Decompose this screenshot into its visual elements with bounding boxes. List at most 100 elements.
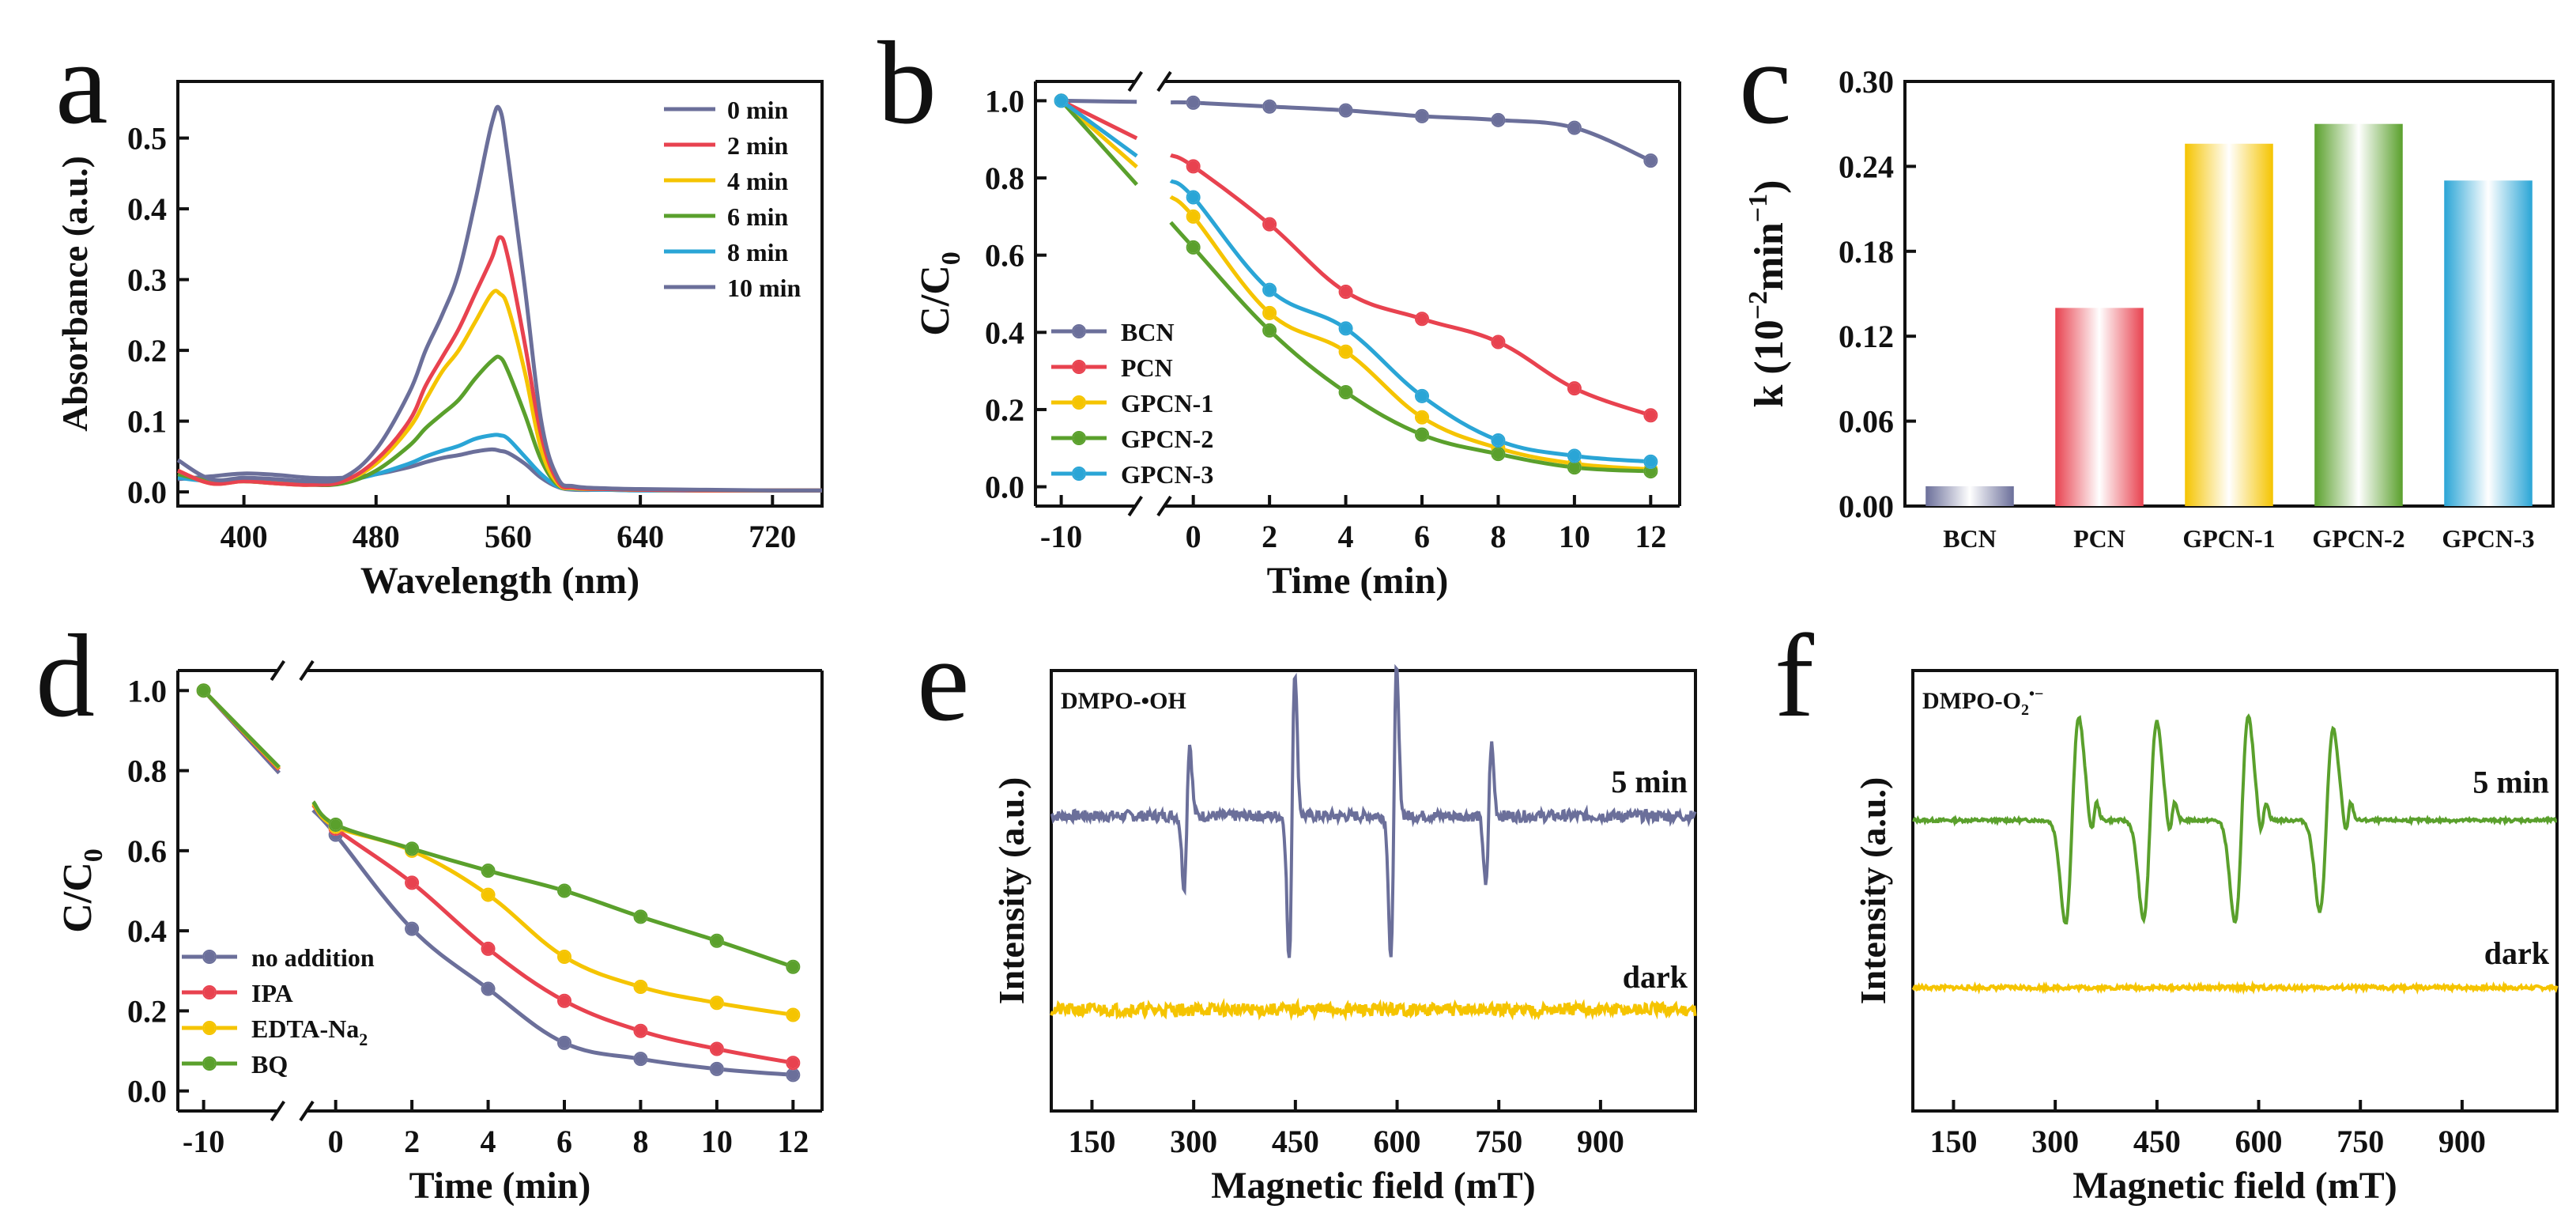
panel-letter-e: e: [917, 614, 970, 746]
panel-b-series-3: [1169, 221, 1651, 474]
panel-d-point-3-4-ring: [557, 883, 571, 898]
panel-b-xtick-7: 12: [1635, 519, 1666, 554]
panel-d-xlabel: Time (min): [409, 1165, 591, 1207]
panel-b-legend-dot-0-ring: [1072, 324, 1086, 338]
panel-d-legend-dot-2-ring: [202, 1021, 217, 1035]
panel-e-xtick-2: 450: [1272, 1124, 1319, 1159]
panel-d-legend-dot-0-ring: [202, 950, 217, 964]
panel-e-frame: [1050, 669, 1697, 1113]
panel-d-point-0-4-ring: [557, 1035, 571, 1050]
panel-d-series-1: [311, 803, 794, 1065]
panel-letter-a: a: [55, 17, 108, 149]
panel-d-point-3-6-ring: [709, 933, 724, 948]
panel-d-legend-dot-3-ring: [202, 1056, 217, 1071]
panel-d-point-1-4-ring: [557, 993, 571, 1008]
panel-a-ylabel: Absorbance (a.u.): [55, 156, 95, 432]
panel-b-point-0-2-ring: [1262, 99, 1277, 114]
panel-e-series-dark: [1050, 997, 1697, 1022]
panel-a-ytick-0: 0.0: [127, 474, 167, 510]
panel-d-point-0-3-ring: [481, 981, 496, 996]
panel-b-point-2-2-ring: [1262, 305, 1277, 320]
panel-c-xtick-1: PCN: [2073, 524, 2125, 553]
panel-b-ytick-2: 0.4: [985, 315, 1024, 350]
panel-a-legend-label-2: 4 min: [727, 167, 789, 195]
panel-b-break-0-l: [1127, 70, 1143, 93]
panel-b-break-1-l: [1127, 495, 1143, 517]
panel-b-point-0-5-ring: [1491, 112, 1506, 127]
panel-f-xtick-1: 300: [2031, 1124, 2079, 1159]
panel-d-point-2-4-ring: [557, 950, 571, 965]
panel-b-point-0-1-ring: [1186, 95, 1201, 110]
panel-a-legend-label-3: 6 min: [727, 202, 789, 231]
panel-b-break-0-r: [1156, 70, 1172, 93]
panel-b-ylabel-sub: 0: [937, 251, 966, 265]
panel-b-ytick-5: 1.0: [985, 83, 1024, 119]
panel-b-point-1-2-ring: [1262, 217, 1277, 232]
panel-d-series-0: [311, 808, 794, 1077]
panel-f-xlabel: Magnetic field (mT): [2072, 1165, 2397, 1207]
panel-d-break-1-l: [270, 1100, 285, 1122]
panel-b-point-0-7-ring: [1643, 153, 1658, 168]
panel-b-legend-label-4: GPCN-3: [1121, 460, 1213, 489]
panel-b-point-3-3-ring: [1338, 384, 1353, 399]
panel-f-xtick-4: 750: [2337, 1124, 2384, 1159]
panel-a-frame: [176, 80, 824, 508]
panel-b-point-2-3-ring: [1338, 344, 1353, 359]
panel-f-ylabel: Intensity (a.u.): [1853, 777, 1893, 1005]
panel-a-legend-label-4: 8 min: [727, 238, 789, 266]
panel-c-bar-4: [2444, 180, 2533, 507]
panel-c-xtick-0: BCN: [1943, 524, 1997, 553]
panel-d-ytick-0: 0.0: [127, 1074, 167, 1109]
panel-f-label-5min: 5 min: [2472, 764, 2549, 799]
panel-d-point-2-3-ring: [481, 887, 496, 902]
panel-a-xtick-1: 480: [353, 519, 400, 554]
panel-a-legend-label-1: 2 min: [727, 131, 789, 160]
panel-e-label-5min: 5 min: [1611, 764, 1688, 799]
panel-d-point-3-7-ring: [786, 959, 801, 974]
panel-c-ylabel-sup1: −2: [1744, 291, 1773, 319]
panel-e-label-dark: dark: [1623, 959, 1688, 995]
panel-a-series-2: [177, 289, 822, 493]
panel-d-point-1-6-ring: [709, 1041, 724, 1056]
panel-f-xtick-0: 150: [1929, 1124, 1977, 1159]
panel-b-series-4: [1169, 179, 1651, 464]
panel-d-ytick-4: 0.8: [127, 754, 167, 789]
panel-d-point-3-5-ring: [633, 909, 648, 924]
panel-d-point-0-6-ring: [709, 1061, 724, 1076]
panel-d-point-0-2-ring: [405, 921, 420, 936]
panel-a-xtick-0: 400: [221, 519, 268, 554]
panel-d-legend-label-1: IPA: [251, 979, 293, 1007]
panel-f-label-dark: dark: [2484, 935, 2550, 971]
panel-b-legend-label-3: GPCN-2: [1121, 425, 1213, 453]
panel-c-bar-2: [2185, 143, 2273, 506]
panel-b-legend-dot-4-ring: [1072, 467, 1086, 481]
panel-e-ylabel: Intensity (a.u.): [991, 777, 1032, 1005]
panel-b-point-0-6-ring: [1567, 120, 1582, 135]
panel-c-bar-3: [2314, 123, 2403, 506]
panel-c-ylabel-sup2: −1: [1744, 194, 1773, 222]
panel-f-xtick-3: 600: [2235, 1124, 2283, 1159]
panel-d-break-0-l: [270, 659, 285, 682]
panel-d-point-2-5-ring: [633, 980, 648, 995]
panel-b-series-0-pre: [1061, 98, 1137, 104]
panel-b-xlabel: Time (min): [1267, 560, 1449, 602]
panel-c-ytick-2: 0.12: [1839, 319, 1894, 354]
panel-b-point-1-3-ring: [1338, 285, 1353, 300]
panel-d-point-2-7-ring: [786, 1007, 801, 1022]
panel-d-ytick-5: 1.0: [127, 673, 167, 708]
panel-b-series-4-pre: [1060, 99, 1138, 158]
panel-c-bar-1: [2055, 308, 2144, 506]
panel-b-ytick-0: 0.0: [985, 470, 1024, 505]
panel-e-xtick-4: 750: [1475, 1124, 1522, 1159]
panel-b-legend-label-1: PCN: [1121, 353, 1173, 382]
panel-b-point-4-1-ring: [1186, 190, 1201, 205]
panel-c-ytick-5: 0.30: [1839, 64, 1894, 100]
panel-e-xtick-1: 300: [1170, 1124, 1217, 1159]
panel-d-ylabel: C/C0: [55, 848, 108, 933]
panel-b-point-1-6-ring: [1567, 381, 1582, 396]
panel-b-point-3-5-ring: [1491, 447, 1506, 462]
panel-b-point-3-1-ring: [1186, 240, 1201, 255]
panel-b-series-2: [1169, 195, 1651, 472]
panel-b-legend-dot-2-ring: [1072, 395, 1086, 410]
panel-b-point-0-3-ring: [1338, 103, 1353, 118]
